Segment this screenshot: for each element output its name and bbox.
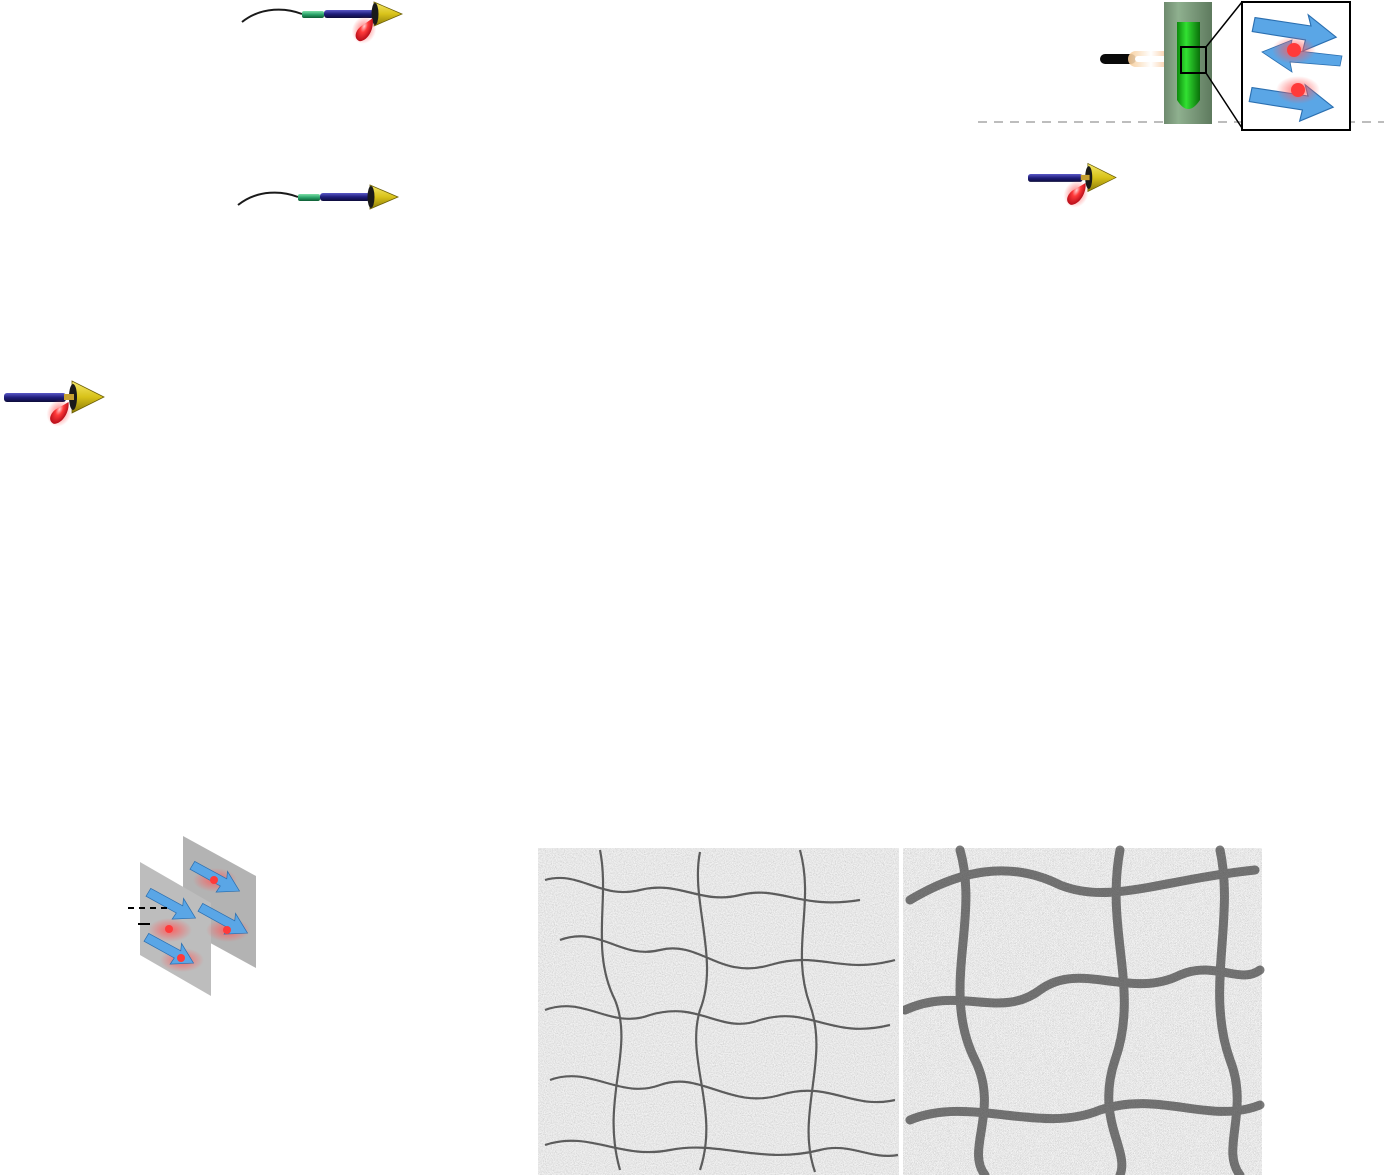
- short-conjugate-icon: [3, 380, 105, 431]
- tem-micrograph-high-magnification: [900, 845, 1265, 1175]
- zoomed-sheet-icon: [1241, 1, 1351, 131]
- peptide-dye-conjugate-icon: [241, 1, 403, 48]
- vial-laser-icon: [1100, 1, 1243, 129]
- short-conjugate-icon: [1027, 163, 1117, 212]
- tem-micrograph-low-magnification: [538, 848, 899, 1175]
- peptide-conjugate-icon: [237, 184, 399, 210]
- beta-sheet-stack-icon: [128, 836, 256, 996]
